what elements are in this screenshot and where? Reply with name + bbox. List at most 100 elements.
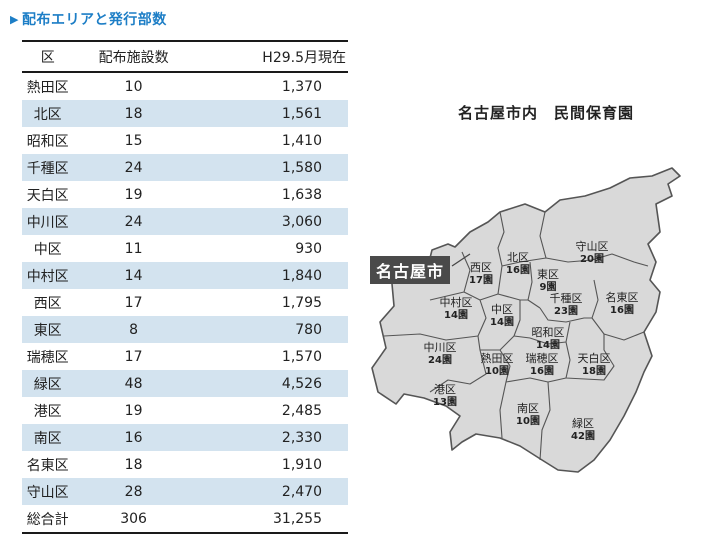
- ward-name: 緑区: [572, 417, 594, 430]
- header-copies: H29.5月現在: [193, 40, 348, 73]
- ward-label: 中川区 24園: [416, 341, 464, 367]
- triangle-bullet-icon: ▶: [10, 13, 19, 26]
- table-row: 守山区 28 2,470: [22, 478, 348, 505]
- count-cell: 24: [73, 154, 194, 181]
- table-row: 緑区 48 4,526: [22, 370, 348, 397]
- ward-count: 17園: [469, 275, 493, 286]
- table-total-row: 総合計 306 31,255: [22, 505, 348, 534]
- total-count-cell: 306: [73, 505, 194, 534]
- ward-name: 千種区: [549, 292, 583, 305]
- ward-cell: 南区: [22, 424, 74, 451]
- table-row: 東区 8 780: [22, 316, 348, 343]
- count-cell: 10: [124, 78, 143, 95]
- ward-label: 緑区 42園: [559, 417, 607, 443]
- ward-label: 東区 9園: [524, 268, 572, 294]
- ward-count: 16園: [610, 305, 634, 316]
- copies-cell: 1,910: [281, 456, 322, 473]
- table-row: 北区 18 1,561: [22, 100, 348, 127]
- table-header-row: 区 配布施設数 H29.5月現在: [22, 40, 348, 73]
- ward-name: 中区: [491, 303, 513, 316]
- copies-cell: 1,370: [281, 78, 322, 95]
- ward-name: 天白区: [577, 352, 611, 365]
- copies-cell: 4,526: [193, 370, 348, 397]
- table-row: 名東区 18 1,910: [22, 451, 348, 478]
- table-row: 中区 11 930: [22, 235, 348, 262]
- copies-cell: 1,840: [193, 262, 348, 289]
- ward-cell: 名東区: [26, 457, 69, 474]
- boundary-line: [477, 299, 521, 351]
- ward-count: 20園: [580, 254, 604, 265]
- total-label-cell: 総合計: [22, 505, 74, 534]
- ward-count: 14園: [444, 310, 468, 321]
- ward-count: 13園: [433, 397, 457, 408]
- copies-cell: 2,485: [281, 402, 322, 419]
- ward-label: 港区 13園: [421, 383, 469, 409]
- ward-name: 中川区: [423, 341, 457, 354]
- city-label: 名古屋市: [370, 256, 451, 284]
- ward-label: 瑞穂区 16園: [518, 352, 566, 378]
- ward-label: 南区 10園: [504, 402, 552, 428]
- section-heading: ▶ 配布エリアと発行部数: [10, 9, 167, 29]
- copies-cell: 1,638: [281, 186, 322, 203]
- ward-cell: 緑区: [22, 370, 74, 397]
- boundary-line: [539, 211, 547, 259]
- ward-cell: 中区: [33, 241, 62, 258]
- boundary-line: [539, 381, 551, 461]
- table-row: 中川区 24 3,060: [22, 208, 348, 235]
- boundary-line: [505, 377, 567, 383]
- ward-count: 16園: [506, 265, 530, 276]
- header-ward: 区: [22, 40, 74, 73]
- ward-label: 天白区 18園: [570, 352, 618, 378]
- ward-cell: 港区: [33, 403, 62, 420]
- ward-cell: 熱田区: [26, 79, 69, 96]
- ward-label: 西区 17園: [457, 261, 505, 287]
- ward-label: 千種区 23園: [542, 292, 590, 318]
- ward-cell: 中村区: [22, 262, 74, 289]
- ward-count: 18園: [582, 366, 606, 377]
- ward-name: 名東区: [605, 291, 639, 304]
- ward-name: 北区: [507, 251, 529, 264]
- ward-label: 熱田区 10園: [473, 352, 521, 378]
- table-row: 天白区 19 1,638: [22, 181, 348, 208]
- boundary-line: [497, 211, 505, 295]
- boundary-line: [501, 253, 649, 267]
- ward-name: 港区: [434, 383, 456, 396]
- boundary-line: [565, 334, 615, 381]
- boundary-line: [591, 279, 645, 341]
- count-cell: 17: [124, 348, 143, 365]
- ward-name: 西区: [470, 261, 492, 274]
- ward-name: 南区: [517, 402, 539, 415]
- ward-cell: 中川区: [22, 208, 74, 235]
- ward-cell: 千種区: [22, 154, 74, 181]
- count-cell: 11: [124, 240, 143, 257]
- section-heading-text: 配布エリアと発行部数: [21, 12, 167, 28]
- ward-cell: 守山区: [22, 478, 74, 505]
- ward-name: 東区: [537, 268, 559, 281]
- ward-count: 9園: [539, 282, 557, 293]
- ward-cell: 西区: [33, 295, 62, 312]
- boundary-line: [539, 307, 592, 323]
- copies-cell: 2,330: [193, 424, 348, 451]
- table-row: 瑞穂区 17 1,570: [22, 343, 348, 370]
- ward-count: 14園: [490, 317, 514, 328]
- header-count: 配布施設数: [73, 40, 194, 73]
- ward-count: 16園: [530, 366, 554, 377]
- table-row: 千種区 24 1,580: [22, 154, 348, 181]
- count-cell: 19: [124, 402, 143, 419]
- count-cell: 8: [73, 316, 194, 343]
- ward-name: 中村区: [439, 296, 473, 309]
- copies-cell: 2,470: [193, 478, 348, 505]
- table-row: 中村区 14 1,840: [22, 262, 348, 289]
- ward-label: 北区 16園: [494, 251, 542, 277]
- ward-count: 42園: [571, 431, 595, 442]
- ward-boundaries: [383, 211, 649, 461]
- ward-name: 熱田区: [480, 352, 514, 365]
- ward-label: 中区 14園: [478, 303, 526, 329]
- copies-cell: 1,410: [281, 132, 322, 149]
- ward-cell: 瑞穂区: [26, 349, 69, 366]
- ward-label: 守山区 20園: [568, 240, 616, 266]
- ward-cell: 東区: [22, 316, 74, 343]
- ward-label: 名東区 16園: [598, 291, 646, 317]
- count-cell: 18: [73, 100, 194, 127]
